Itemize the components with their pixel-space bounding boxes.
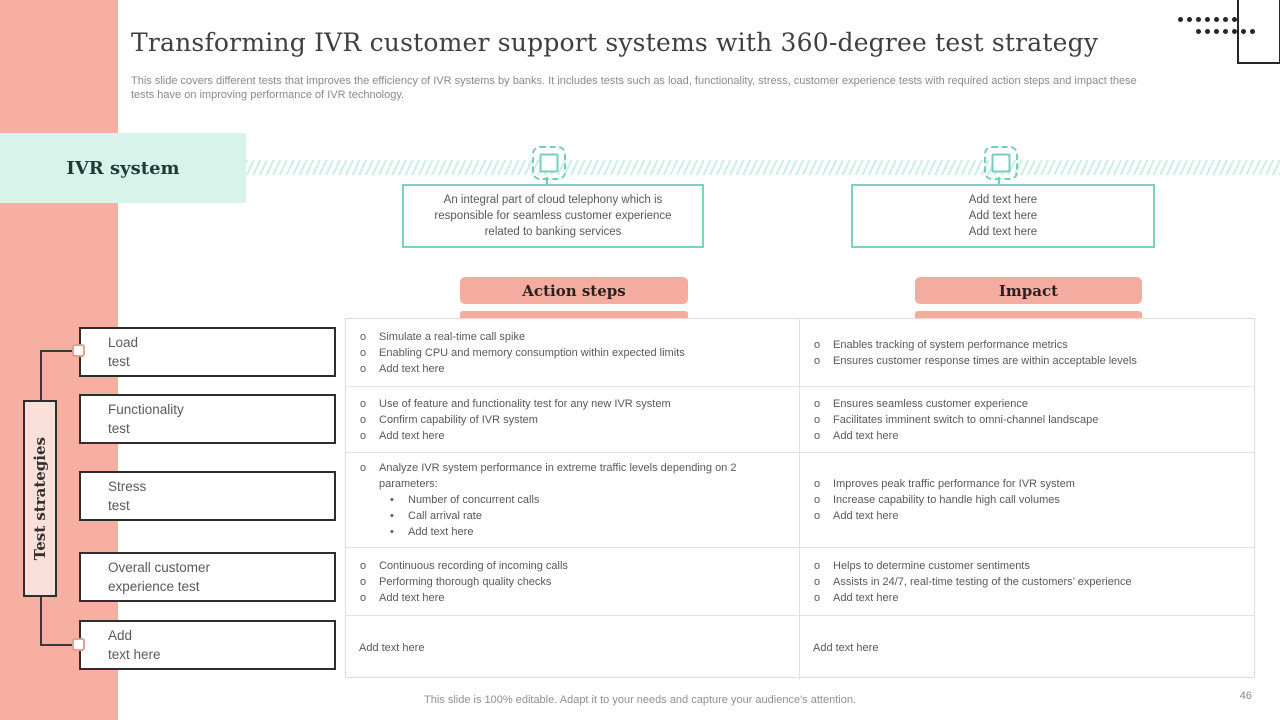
placeholder-text[interactable]: Add text here <box>359 642 425 654</box>
bullet-item: Confirm capability of IVR system <box>346 412 799 428</box>
table-row: Simulate a real-time call spike Enabling… <box>346 319 1254 386</box>
bullet-item: Continuous recording of incoming calls <box>346 558 799 574</box>
bullet-item: Use of feature and functionality test fo… <box>346 396 799 412</box>
tests-table: Simulate a real-time call spike Enabling… <box>345 318 1255 680</box>
impact-cell: Helps to determine customer sentiments A… <box>800 548 1254 615</box>
ivr-system-label-box: IVR system <box>0 133 246 203</box>
table-row: Continuous recording of incoming calls P… <box>346 547 1254 615</box>
hatch-divider <box>246 160 1280 175</box>
test-box-line: Load <box>108 335 139 350</box>
bullet-item[interactable]: Add text here <box>346 590 799 606</box>
bullet-item[interactable]: Add text here <box>800 508 1254 524</box>
bullet-item: Analyze IVR system performance in extrem… <box>346 460 799 492</box>
bullet-item: Improves peak traffic performance for IV… <box>800 476 1254 492</box>
table-row: Add text here Add text here <box>346 615 1254 680</box>
placeholder-line[interactable]: Add text here <box>968 194 1038 206</box>
connector-node <box>72 344 85 357</box>
impact-header-strip <box>915 311 1142 318</box>
bullet-item[interactable]: Add text here <box>346 361 799 377</box>
ivr-description-box[interactable]: An integral part of cloud telephony whic… <box>402 184 704 248</box>
table-row: Use of feature and functionality test fo… <box>346 386 1254 452</box>
impact-cell: Add text here <box>800 616 1254 680</box>
dashed-frame-icon <box>984 146 1018 180</box>
test-box-line: text here <box>108 647 161 662</box>
bullet-item: Helps to determine customer sentiments <box>800 558 1254 574</box>
impact-label: Impact <box>998 281 1059 300</box>
test-box-add-text[interactable]: Add text here <box>79 620 336 670</box>
bullet-item[interactable]: Add text here <box>800 590 1254 606</box>
logo-dots-row-1 <box>1178 17 1237 22</box>
ivr-description-text: An integral part of cloud telephony whic… <box>434 194 672 238</box>
impact-cell: Ensures seamless customer experience Fac… <box>800 387 1254 452</box>
test-box-stress[interactable]: Stress test <box>79 471 336 521</box>
test-strategies-label: Test strategies <box>31 436 49 561</box>
placeholder-line[interactable]: Add text here <box>968 210 1038 222</box>
placeholder-text[interactable]: Add text here <box>813 642 879 654</box>
connector-line <box>41 350 73 352</box>
icon-connector <box>546 177 548 185</box>
action-steps-label: Action steps <box>522 281 626 300</box>
ivr-placeholder-box[interactable]: Add text here Add text here Add text her… <box>851 184 1155 248</box>
action-steps-cell: Analyze IVR system performance in extrem… <box>346 453 800 547</box>
test-box-line: test <box>108 421 130 436</box>
impact-header: Impact <box>915 277 1142 304</box>
test-box-functionality[interactable]: Functionality test <box>79 394 336 444</box>
footer-note: This slide is 100% editable. Adapt it to… <box>424 694 856 706</box>
dashed-frame-icon <box>532 146 566 180</box>
bullet-item: Facilitates imminent switch to omni-chan… <box>800 412 1254 428</box>
logo-dots-row-2 <box>1196 29 1255 34</box>
test-box-line: test <box>108 354 130 369</box>
test-box-line: test <box>108 498 130 513</box>
bullet-item: Enables tracking of system performance m… <box>800 337 1254 353</box>
action-steps-header-strip <box>460 311 688 318</box>
action-steps-cell: Use of feature and functionality test fo… <box>346 387 800 452</box>
bullet-item: Ensures customer response times are with… <box>800 353 1254 369</box>
action-steps-cell: Add text here <box>346 616 800 680</box>
table-row: Analyze IVR system performance in extrem… <box>346 452 1254 547</box>
test-box-line: Stress <box>108 479 147 494</box>
action-steps-cell: Simulate a real-time call spike Enabling… <box>346 319 800 386</box>
bullet-item: Increase capability to handle high call … <box>800 492 1254 508</box>
test-box-line: Add <box>108 628 133 643</box>
impact-cell: Improves peak traffic performance for IV… <box>800 453 1254 547</box>
test-box-customer-experience[interactable]: Overall customer experience test <box>79 552 336 602</box>
connector-node <box>72 638 85 651</box>
page-number: 46 <box>1239 690 1252 702</box>
placeholder-line[interactable]: Add text here <box>968 226 1038 238</box>
bullet-item[interactable]: Add text here <box>346 428 799 444</box>
impact-cell: Enables tracking of system performance m… <box>800 319 1254 386</box>
bullet-item: Ensures seamless customer experience <box>800 396 1254 412</box>
sub-bullet-item: Number of concurrent calls <box>346 492 799 508</box>
test-box-line: Functionality <box>108 402 184 417</box>
test-box-line: experience test <box>108 579 200 594</box>
test-box-line: Overall customer <box>108 560 211 575</box>
test-box-load[interactable]: Load test <box>79 327 336 377</box>
connector-line <box>41 644 73 646</box>
bullet-item: Enabling CPU and memory consumption with… <box>346 345 799 361</box>
bullet-item[interactable]: Add text here <box>800 428 1254 444</box>
action-steps-cell: Continuous recording of incoming calls P… <box>346 548 800 615</box>
bullet-item: Assists in 24/7, real-time testing of th… <box>800 574 1254 590</box>
page-title: Transforming IVR customer support system… <box>131 28 1099 57</box>
icon-connector <box>998 177 1000 185</box>
test-strategies-label-box: Test strategies <box>23 400 57 597</box>
ivr-system-label: IVR system <box>66 157 180 179</box>
bullet-item: Performing thorough quality checks <box>346 574 799 590</box>
bullet-item: Simulate a real-time call spike <box>346 329 799 345</box>
action-steps-header: Action steps <box>460 277 688 304</box>
sub-bullet-item[interactable]: Add text here <box>346 524 799 540</box>
sub-bullet-item: Call arrival rate <box>346 508 799 524</box>
page-subtitle: This slide covers different tests that i… <box>131 75 1137 101</box>
